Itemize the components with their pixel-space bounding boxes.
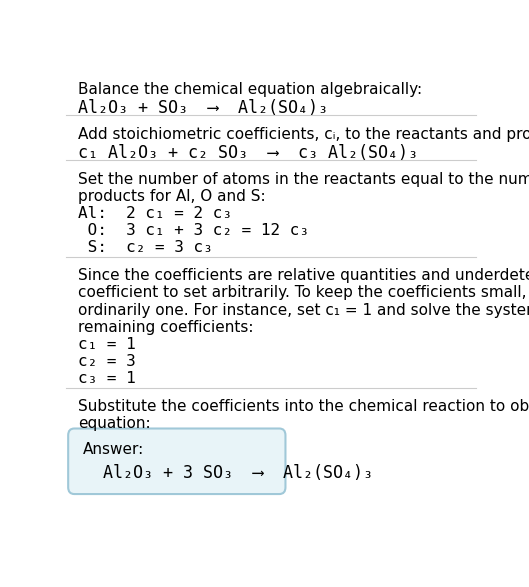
FancyBboxPatch shape xyxy=(68,429,286,494)
Text: Al₂O₃ + SO₃  ⟶  Al₂(SO₄)₃: Al₂O₃ + SO₃ ⟶ Al₂(SO₄)₃ xyxy=(78,99,329,117)
Text: ordinarily one. For instance, set c₁ = 1 and solve the system of equations for t: ordinarily one. For instance, set c₁ = 1… xyxy=(78,303,529,318)
Text: Since the coefficients are relative quantities and underdetermined, choose a: Since the coefficients are relative quan… xyxy=(78,268,529,284)
Text: Al₂O₃ + 3 SO₃  ⟶  Al₂(SO₄)₃: Al₂O₃ + 3 SO₃ ⟶ Al₂(SO₄)₃ xyxy=(103,464,373,483)
Text: Answer:: Answer: xyxy=(83,442,144,457)
Text: c₂ = 3: c₂ = 3 xyxy=(78,354,136,369)
Text: products for Al, O and S:: products for Al, O and S: xyxy=(78,189,266,204)
Text: Set the number of atoms in the reactants equal to the number of atoms in the: Set the number of atoms in the reactants… xyxy=(78,172,529,187)
Text: c₁ Al₂O₃ + c₂ SO₃  ⟶  c₃ Al₂(SO₄)₃: c₁ Al₂O₃ + c₂ SO₃ ⟶ c₃ Al₂(SO₄)₃ xyxy=(78,144,418,162)
Text: S:  c₂ = 3 c₃: S: c₂ = 3 c₃ xyxy=(78,241,213,255)
Text: Al:  2 c₁ = 2 c₃: Al: 2 c₁ = 2 c₃ xyxy=(78,206,232,221)
Text: equation:: equation: xyxy=(78,416,151,431)
Text: coefficient to set arbitrarily. To keep the coefficients small, the arbitrary va: coefficient to set arbitrarily. To keep … xyxy=(78,285,529,301)
Text: Add stoichiometric coefficients, cᵢ, to the reactants and products:: Add stoichiometric coefficients, cᵢ, to … xyxy=(78,127,529,141)
Text: Substitute the coefficients into the chemical reaction to obtain the balanced: Substitute the coefficients into the che… xyxy=(78,399,529,414)
Text: remaining coefficients:: remaining coefficients: xyxy=(78,320,254,335)
Text: c₃ = 1: c₃ = 1 xyxy=(78,372,136,386)
Text: O:  3 c₁ + 3 c₂ = 12 c₃: O: 3 c₁ + 3 c₂ = 12 c₃ xyxy=(78,223,309,238)
Text: c₁ = 1: c₁ = 1 xyxy=(78,337,136,352)
Text: Balance the chemical equation algebraically:: Balance the chemical equation algebraica… xyxy=(78,82,423,97)
